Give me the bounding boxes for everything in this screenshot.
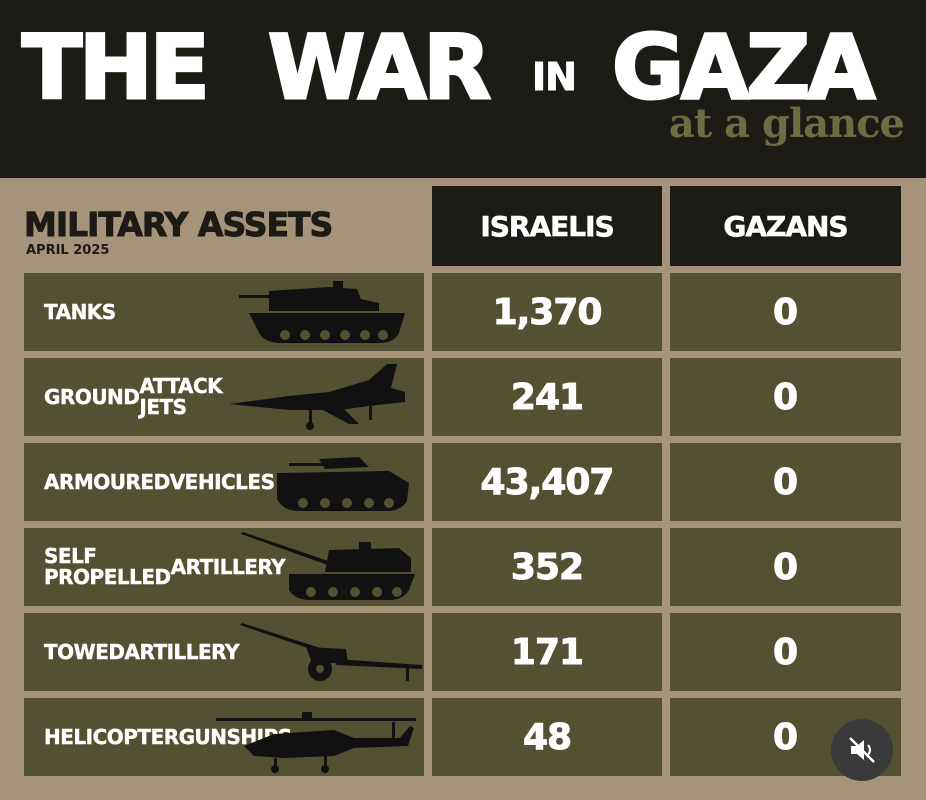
row-label-cell: TOWED ARTILLERY — [24, 613, 424, 691]
header-banner: THE WAR IN GAZA at a glance — [0, 0, 926, 178]
row-label-cell: TANKS — [24, 273, 424, 351]
towed-artillery-icon — [240, 623, 422, 681]
column-header-gazans: GAZANS — [670, 186, 901, 266]
row-label: ARMOURED — [44, 469, 171, 494]
row-label-cell: ARMOURED VEHICLES — [24, 443, 424, 521]
row-label: TANKS — [44, 299, 117, 324]
israelis-value: 1,370 — [432, 273, 662, 351]
table-row: GROUND ATTACK JETS 241 0 — [0, 358, 926, 436]
speaker-muted-icon — [849, 737, 875, 763]
mute-button[interactable] — [831, 719, 893, 781]
self-propelled-artillery-icon — [241, 532, 415, 600]
israelis-value: 43,407 — [432, 443, 662, 521]
table-row: TANKS 1,370 0 — [0, 273, 926, 351]
row-label-cell: GROUND ATTACK JETS — [24, 358, 424, 436]
helicopter-icon — [216, 712, 416, 773]
row-label: SELF PROPELLED — [44, 544, 172, 589]
section-date: APRIL 2025 — [26, 243, 110, 258]
row-label: HELICOPTER — [44, 724, 180, 749]
title-war: WAR — [267, 16, 493, 119]
title-the: THE — [21, 16, 212, 119]
gazans-value: 0 — [670, 443, 901, 521]
column-header-israelis: ISRAELIS — [432, 186, 662, 266]
table-row: TOWED ARTILLERY 171 0 — [0, 613, 926, 691]
gazans-value: 0 — [670, 273, 901, 351]
israelis-value: 241 — [432, 358, 662, 436]
row-label: GROUND — [44, 384, 140, 409]
armoured-vehicle-icon — [277, 457, 409, 511]
subtitle: at a glance — [668, 100, 905, 147]
row-label: ARTILLERY — [170, 554, 286, 579]
table-row: SELF PROPELLED ARTILLERY 352 0 — [0, 528, 926, 606]
section-title: MILITARY ASSETS — [23, 205, 333, 244]
israelis-value: 48 — [432, 698, 662, 776]
row-label-cell: SELF PROPELLED ARTILLERY — [24, 528, 424, 606]
gazans-value: 0 — [670, 528, 901, 606]
table-row: ARMOURED VEHICLES 43,407 0 — [0, 443, 926, 521]
fighter-jet-icon — [229, 364, 405, 430]
gazans-value: 0 — [670, 358, 901, 436]
table-row: HELICOPTER GUNSHIPS 48 0 — [0, 698, 926, 776]
gazans-value: 0 — [670, 613, 901, 691]
title-in: IN — [532, 55, 578, 99]
row-label: ATTACK JETS — [139, 374, 223, 419]
row-label-cell: HELICOPTER GUNSHIPS — [24, 698, 424, 776]
row-label: VEHICLES — [169, 469, 275, 494]
tank-icon — [239, 281, 405, 343]
israelis-value: 171 — [432, 613, 662, 691]
row-label: ARTILLERY — [124, 639, 239, 664]
row-label: TOWED — [44, 639, 125, 664]
title-gaza: GAZA — [610, 16, 876, 119]
israelis-value: 352 — [432, 528, 662, 606]
